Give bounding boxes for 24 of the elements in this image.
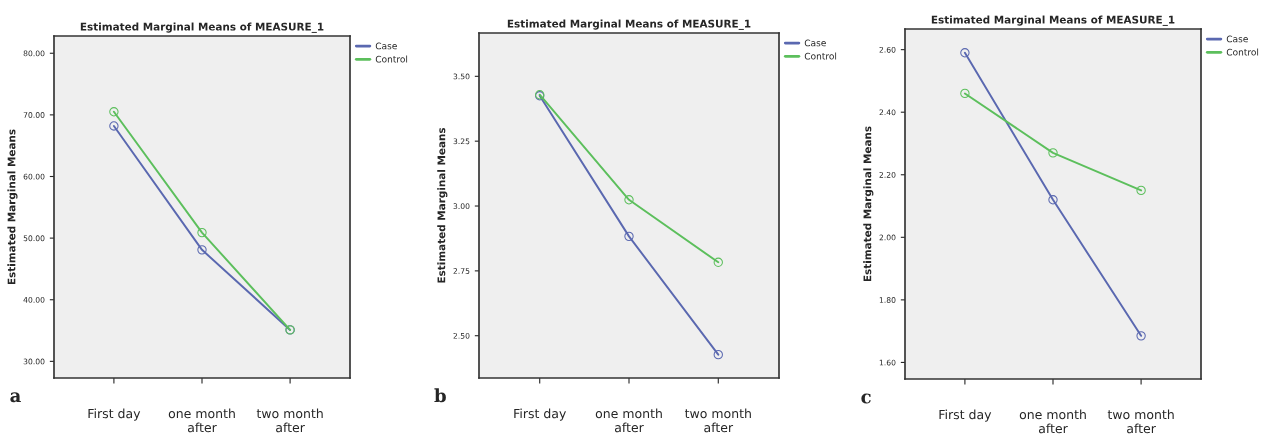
legend-label: Control xyxy=(804,52,837,60)
x-tick-label: one month after xyxy=(168,408,235,433)
legend-label: Case xyxy=(804,39,826,47)
x-tick-label: one month after xyxy=(595,408,662,433)
x-tick-label: First day xyxy=(88,408,141,421)
y-axis-title: Estimated Marginal Means xyxy=(863,126,874,282)
y-axis-title: Estimated Marginal Means xyxy=(7,129,18,285)
chart-title: Estimated Marginal Means of MEASURE_1 xyxy=(931,15,1175,26)
x-tick-label: First day xyxy=(514,408,566,421)
text: a xyxy=(10,392,21,403)
y-axis-title: Estimated Marginal Means xyxy=(437,127,448,283)
chart-title: Estimated Marginal Means of MEASURE_1 xyxy=(507,19,751,30)
x-tick-label: First day xyxy=(939,409,992,422)
text: c xyxy=(861,393,871,404)
legend-label: Control xyxy=(1226,48,1259,56)
x-tick-label: two month after xyxy=(1107,409,1174,434)
x-tick-label: two month after xyxy=(684,408,751,433)
text: b xyxy=(434,388,446,403)
legend-label: Case xyxy=(1226,35,1248,43)
x-tick-label: two month after xyxy=(256,408,323,433)
legend-label: Case xyxy=(375,42,397,50)
chart-title: Estimated Marginal Means of MEASURE_1 xyxy=(80,22,324,33)
legend-label: Control xyxy=(375,55,408,63)
x-tick-label: one month after xyxy=(1019,409,1086,434)
